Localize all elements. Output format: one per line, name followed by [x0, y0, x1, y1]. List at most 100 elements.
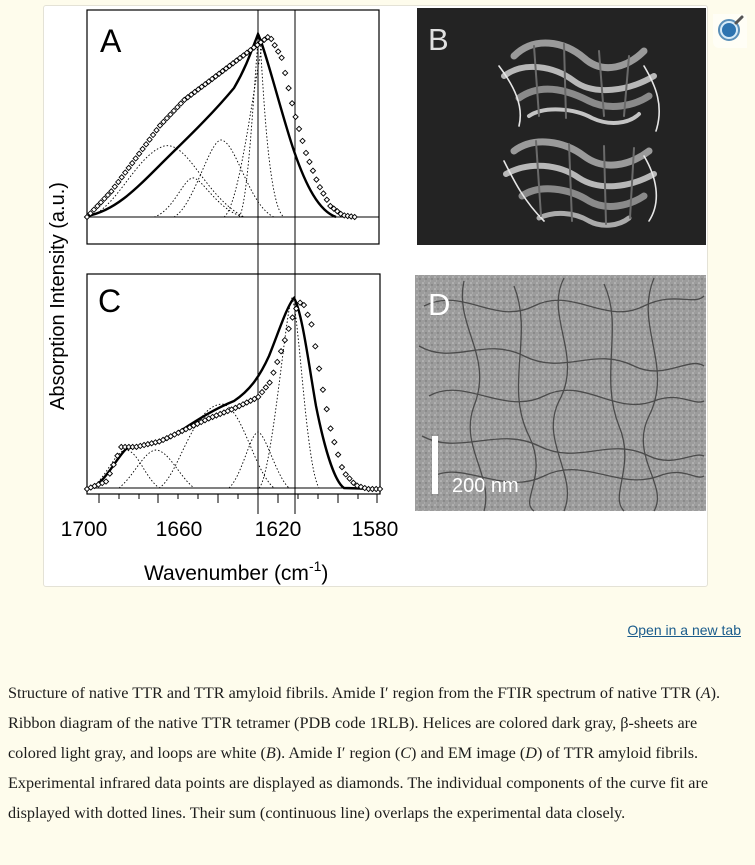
caption-ref-b: B	[265, 744, 276, 762]
data-point-marker	[376, 485, 384, 493]
data-point-marker	[122, 169, 129, 176]
data-point-marker	[226, 62, 233, 70]
caption-text-5: ) of TTR amyloid fibrils. Experimental i…	[8, 744, 709, 822]
data-point-marker	[277, 347, 285, 355]
data-point-marker	[153, 126, 160, 134]
panel-a-label: A	[100, 23, 122, 59]
scale-bar	[432, 436, 438, 494]
x-axis-label-sup: -1	[309, 558, 322, 574]
open-in-new-tab-link[interactable]: Open in a new tab	[627, 622, 741, 638]
data-point-marker	[323, 196, 331, 203]
data-point-marker	[274, 48, 282, 55]
figure-card: Absorption Intensity (a.u.) A C	[43, 5, 747, 587]
data-point-marker	[177, 100, 185, 107]
data-point-marker	[205, 78, 212, 85]
data-point-marker	[342, 471, 349, 478]
x-tick-1660: 1660	[156, 518, 203, 541]
data-point-marker	[174, 103, 181, 111]
data-point-marker	[262, 384, 270, 391]
data-point-marker	[274, 358, 281, 366]
y-axis-label: Absorption Intensity (a.u.)	[47, 182, 69, 410]
data-point-marker	[236, 54, 244, 62]
caption-ref-d: D	[525, 744, 537, 762]
panel-b-label: B	[428, 22, 449, 57]
data-point-marker	[313, 176, 320, 183]
data-point-marker	[139, 145, 146, 153]
data-point-marker	[108, 188, 115, 195]
data-point-marker	[240, 52, 247, 59]
data-point-marker	[254, 41, 261, 49]
data-point-marker	[142, 141, 150, 148]
data-point-marker	[101, 195, 108, 202]
data-point-marker	[281, 336, 289, 344]
data-point-marker	[281, 69, 289, 77]
data-point-marker	[149, 131, 157, 139]
x-axis-label-close: )	[321, 562, 328, 585]
data-point-marker	[212, 73, 219, 80]
data-point-marker	[319, 386, 327, 394]
data-point-marker	[258, 388, 266, 396]
scale-bar-label: 200 nm	[452, 475, 519, 497]
data-point-marker	[118, 174, 125, 181]
data-point-marker	[334, 451, 342, 458]
panel-a-components	[83, 33, 285, 218]
data-point-marker	[327, 202, 334, 210]
caption-text-3: ). Amide I′ region (	[275, 744, 401, 762]
data-point-marker	[195, 86, 202, 93]
panel-a-frame	[86, 9, 380, 245]
data-point-marker	[295, 125, 303, 133]
data-point-marker	[111, 183, 119, 190]
panel-c-fit-line	[86, 295, 381, 491]
data-point-marker	[90, 206, 98, 213]
data-point-marker	[278, 54, 285, 62]
data-point-marker	[135, 150, 143, 157]
data-point-marker	[97, 199, 105, 206]
data-point-marker	[285, 325, 292, 333]
data-point-marker	[306, 158, 313, 166]
ribbon-diagram	[498, 39, 660, 228]
data-point-marker	[304, 311, 311, 318]
data-point-marker	[104, 191, 112, 199]
caption-ref-c: C	[400, 744, 412, 762]
data-point-marker	[270, 369, 277, 376]
caption-text-2: ). Ribbon diagram of the native TTR tetr…	[8, 684, 721, 762]
panel-c-label: C	[98, 283, 121, 319]
data-point-marker	[83, 213, 91, 221]
data-point-marker	[250, 44, 258, 51]
data-point-marker	[156, 122, 164, 129]
data-point-marker	[201, 80, 209, 88]
data-point-marker	[266, 379, 273, 386]
data-point-marker	[102, 478, 110, 485]
data-point-marker	[163, 114, 171, 122]
data-point-marker	[188, 91, 195, 98]
data-point-marker	[299, 137, 306, 145]
data-point-marker	[308, 321, 315, 328]
data-point-marker	[160, 118, 167, 126]
data-point-marker	[222, 65, 230, 72]
data-point-marker	[271, 42, 278, 49]
panel-c-data-markers	[83, 299, 384, 493]
data-point-marker	[106, 470, 114, 477]
data-point-marker	[323, 405, 330, 413]
x-tick-1580: 1580	[352, 518, 399, 541]
x-tick-1700: 1700	[61, 518, 108, 541]
data-point-marker	[264, 33, 271, 41]
data-point-marker	[208, 75, 216, 83]
magnifier-button[interactable]	[713, 14, 747, 48]
figure-svg: Absorption Intensity (a.u.) A C	[47, 8, 706, 585]
data-point-marker	[257, 39, 265, 46]
data-point-marker	[247, 46, 254, 54]
x-axis-label: Wavenumber (cm-1)	[144, 558, 328, 585]
data-point-marker	[219, 67, 226, 75]
data-point-marker	[331, 438, 338, 446]
data-point-marker	[233, 57, 240, 64]
data-point-marker	[351, 213, 358, 221]
data-point-marker	[125, 164, 132, 172]
data-point-marker	[167, 111, 174, 118]
data-point-marker	[338, 463, 346, 471]
data-point-marker	[132, 155, 139, 162]
data-point-marker	[243, 49, 251, 57]
data-point-marker	[254, 393, 262, 401]
x-tick-1620: 1620	[255, 518, 302, 541]
data-point-marker	[296, 299, 304, 306]
